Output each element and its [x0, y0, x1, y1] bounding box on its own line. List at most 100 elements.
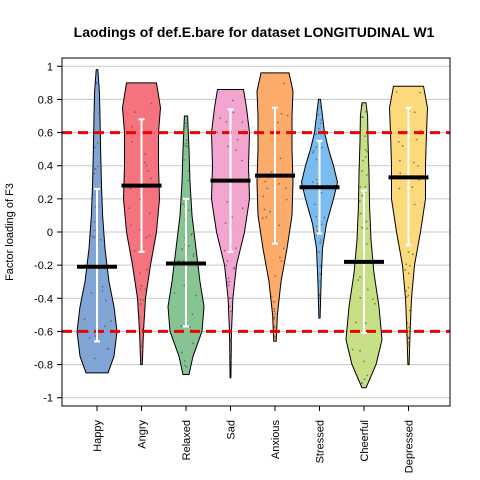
- sample-point: [96, 141, 99, 144]
- y-tick-label: -0.2: [34, 260, 53, 272]
- sample-point: [364, 110, 367, 113]
- sample-point: [407, 336, 409, 339]
- sample-point: [219, 117, 222, 120]
- sample-point: [262, 195, 265, 198]
- sample-point: [319, 122, 322, 125]
- sample-point: [273, 316, 276, 319]
- sample-point: [315, 225, 318, 228]
- sample-point: [128, 207, 131, 210]
- sample-point: [139, 298, 142, 301]
- x-tick-label: Stressed: [315, 420, 327, 463]
- sample-point: [312, 149, 315, 152]
- sample-point: [408, 309, 411, 312]
- sample-point: [398, 159, 401, 162]
- sample-point: [364, 322, 367, 325]
- sample-point: [364, 185, 367, 188]
- sample-point: [366, 374, 368, 377]
- sample-point: [181, 248, 184, 251]
- sample-point: [93, 236, 95, 239]
- sample-point: [315, 215, 317, 218]
- sample-point: [407, 286, 410, 289]
- sample-point: [269, 210, 271, 213]
- sample-point: [361, 104, 364, 107]
- sample-point: [407, 341, 410, 344]
- x-tick-label: Happy: [92, 420, 104, 452]
- sample-point: [318, 294, 321, 297]
- sample-point: [272, 318, 275, 321]
- sample-point: [355, 321, 357, 324]
- sample-point: [146, 268, 148, 271]
- sample-point: [320, 192, 323, 194]
- sample-point: [191, 232, 193, 235]
- sample-point: [107, 347, 110, 350]
- sample-point: [278, 183, 281, 185]
- sample-point: [261, 217, 264, 220]
- sample-point: [408, 330, 411, 333]
- sample-point: [144, 161, 146, 164]
- sample-point: [139, 288, 142, 290]
- sample-point: [180, 351, 183, 354]
- y-tick-label: 0.8: [38, 94, 53, 106]
- sample-point: [405, 290, 407, 292]
- sample-point: [315, 178, 318, 181]
- sample-point: [138, 272, 141, 275]
- sample-point: [94, 357, 96, 360]
- sample-point: [264, 180, 267, 183]
- sample-point: [399, 172, 402, 175]
- y-tick-label: 1: [47, 61, 53, 73]
- sample-point: [313, 203, 316, 206]
- sample-point: [146, 170, 149, 173]
- sample-point: [371, 298, 374, 300]
- sample-point: [263, 208, 266, 211]
- sample-point: [83, 318, 86, 321]
- sample-point: [140, 361, 143, 364]
- sample-point: [188, 245, 190, 247]
- sample-point: [323, 216, 326, 219]
- sample-point: [319, 264, 322, 267]
- sample-point: [232, 111, 235, 114]
- sample-point: [191, 313, 194, 316]
- sample-point: [365, 220, 368, 223]
- sample-point: [173, 292, 176, 294]
- sample-point: [319, 241, 322, 244]
- sample-point: [315, 158, 318, 161]
- sample-point: [139, 340, 142, 343]
- sample-point: [362, 116, 364, 119]
- sample-point: [279, 256, 281, 259]
- sample-point: [273, 310, 276, 312]
- sample-point: [312, 151, 314, 154]
- sample-point: [273, 313, 276, 315]
- sample-point: [229, 338, 232, 341]
- sample-point: [317, 113, 320, 116]
- sample-point: [233, 268, 235, 270]
- sample-point: [228, 305, 231, 308]
- sample-point: [319, 119, 322, 121]
- sample-point: [357, 279, 360, 281]
- sample-point: [192, 252, 195, 255]
- sample-point: [223, 249, 226, 252]
- sample-point: [183, 260, 185, 262]
- sample-point: [413, 203, 416, 206]
- sample-point: [360, 382, 363, 385]
- sample-point: [93, 172, 96, 175]
- sample-point: [411, 186, 414, 189]
- x-axis: Happy Angry Relaxed Sad Anxious Stressed Cheer…: [92, 406, 416, 473]
- violins: [76, 69, 428, 389]
- sample-point: [395, 91, 398, 93]
- sample-point: [140, 356, 142, 359]
- y-tick-label: -1: [43, 393, 53, 405]
- sample-point: [229, 341, 232, 343]
- sample-point: [274, 340, 276, 343]
- sample-point: [270, 295, 273, 298]
- sample-point: [141, 341, 144, 344]
- sample-point: [185, 142, 188, 145]
- sample-point: [412, 253, 414, 256]
- x-tick-label: Angry: [137, 420, 149, 449]
- sample-point: [131, 126, 134, 128]
- sample-point: [359, 276, 361, 278]
- sample-point: [319, 316, 321, 319]
- sample-point: [273, 307, 276, 310]
- sample-point: [226, 281, 229, 284]
- sample-point: [186, 145, 188, 148]
